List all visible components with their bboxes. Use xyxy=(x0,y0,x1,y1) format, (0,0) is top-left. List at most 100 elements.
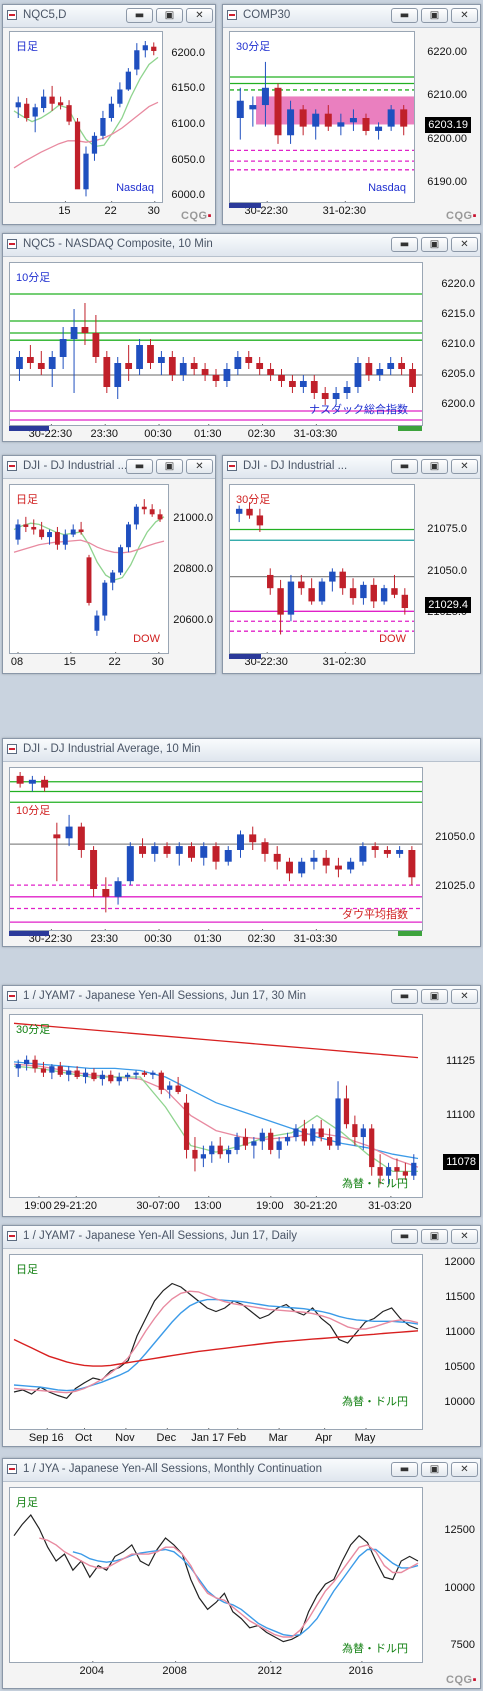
restore-button[interactable]: ▣ xyxy=(156,459,183,474)
y-tick-label: 12000 xyxy=(444,1255,475,1268)
candle-body xyxy=(226,1149,232,1155)
window-titlebar[interactable]: DJI - DJ Industrial ... ▬ ▣ ✕ xyxy=(3,456,215,479)
y-axis-labels: 21000.0 20800.0 20600.0 xyxy=(167,484,217,654)
restore-button[interactable]: ▣ xyxy=(421,459,448,474)
chart-window-dji-10min[interactable]: DJI - DJ Industrial Average, 10 Min 10分足… xyxy=(2,738,481,947)
chart-window-comp30[interactable]: COMP30 ▬ ▣ ✕ 30分足 Nasdaq 6220.00 6210.00 6… xyxy=(222,4,481,225)
x-tick-label: Jan 17 xyxy=(191,1432,225,1444)
chart-plot-area[interactable]: 30分足 Nasdaq xyxy=(229,31,415,203)
candle-body xyxy=(335,1098,341,1146)
x-tick-label: 01:30 xyxy=(193,933,222,945)
close-button[interactable]: ✕ xyxy=(451,1229,478,1244)
window-titlebar[interactable]: 1 / JYA - Japanese Yen-All Sessions, Mon… xyxy=(3,1459,480,1482)
x-tick-label: 31-02:30 xyxy=(322,205,367,217)
restore-button[interactable]: ▣ xyxy=(421,989,448,1004)
restore-button[interactable]: ▣ xyxy=(156,8,183,23)
chart-plot-area[interactable]: 30分足 為替・ドル円 xyxy=(9,1014,423,1198)
candle-body xyxy=(179,363,187,375)
candle-body xyxy=(65,826,73,839)
candle-body xyxy=(100,118,106,136)
chart-plot-area[interactable]: 10分足 ダウ平均指数 xyxy=(9,767,423,931)
close-button[interactable]: ✕ xyxy=(451,237,478,252)
chart-window-nqc5-daily[interactable]: NQC5,D ▬ ▣ ✕ 日足 Nasdaq 6200.0 6150.0 6100.… xyxy=(2,4,216,225)
restore-button[interactable]: ▣ xyxy=(421,237,448,252)
candle-body xyxy=(74,1070,80,1077)
minimize-button[interactable]: ▬ xyxy=(126,8,153,23)
y-tick-label: 11125 xyxy=(446,1054,475,1067)
candle-body xyxy=(377,1167,383,1176)
minimize-button[interactable]: ▬ xyxy=(126,459,153,474)
candle-body xyxy=(409,369,416,387)
candle-body xyxy=(209,1145,215,1155)
price-line xyxy=(13,1514,419,1643)
chart-window-jpy-30min[interactable]: 1 / JYAM7 - Japanese Yen-All Sessions, J… xyxy=(2,985,481,1217)
candle-body xyxy=(16,775,24,784)
close-button[interactable]: ✕ xyxy=(451,989,478,1004)
candle-body xyxy=(49,96,55,104)
y-tick-label: 21050.0 xyxy=(427,564,467,577)
restore-button[interactable]: ▣ xyxy=(421,1462,448,1477)
window-titlebar[interactable]: DJI - DJ Industrial Average, 10 Min xyxy=(3,739,480,762)
chart-plot-area[interactable]: 30分足 DOW xyxy=(229,484,415,654)
minimize-button[interactable]: ▬ xyxy=(391,237,418,252)
chart-plot-area[interactable]: 月足 為替・ドル円 xyxy=(9,1487,423,1663)
candle-body xyxy=(190,363,198,369)
y-tick-label: 6205.0 xyxy=(441,368,475,380)
window-titlebar[interactable]: 1 / JYAM7 - Japanese Yen-All Sessions, J… xyxy=(3,1226,480,1249)
chart-plot-area[interactable]: 10分足 ナスダック総合指数 xyxy=(9,262,423,426)
candle-body xyxy=(41,96,47,109)
window-titlebar[interactable]: 1 / JYAM7 - Japanese Yen-All Sessions, J… xyxy=(3,986,480,1009)
minimize-button[interactable]: ▬ xyxy=(391,1229,418,1244)
candle-body xyxy=(360,1128,366,1138)
close-button[interactable]: ✕ xyxy=(451,8,478,23)
candle-body xyxy=(62,534,68,545)
close-button[interactable]: ✕ xyxy=(186,459,213,474)
moving-average-line xyxy=(13,516,165,581)
window-titlebar[interactable]: NQC5,D ▬ ▣ ✕ xyxy=(3,5,215,28)
chart-window-icon xyxy=(7,1464,17,1474)
x-axis-labels: 15 22 30 xyxy=(9,203,163,219)
minimize-button[interactable]: ▬ xyxy=(391,1462,418,1477)
y-tick-label: 12500 xyxy=(444,1524,475,1537)
y-tick-label: 21000.0 xyxy=(173,512,213,525)
x-tick-label: 2004 xyxy=(79,1665,105,1677)
candle-body xyxy=(267,574,274,589)
session-bar xyxy=(398,931,422,936)
close-button[interactable]: ✕ xyxy=(451,459,478,474)
chart-window-dji-30min[interactable]: DJI - DJ Industrial ... ▬ ▣ ✕ 30分足 DOW 2… xyxy=(222,455,481,674)
chart-window-jpy-monthly[interactable]: 1 / JYA - Japanese Yen-All Sessions, Mon… xyxy=(2,1458,481,1689)
restore-button[interactable]: ▣ xyxy=(421,1229,448,1244)
candle-body xyxy=(139,846,147,854)
restore-button[interactable]: ▣ xyxy=(421,8,448,23)
minimize-button[interactable]: ▬ xyxy=(391,8,418,23)
candle-body xyxy=(401,594,409,609)
chart-svg xyxy=(230,502,414,653)
moving-average-line xyxy=(13,1298,419,1392)
chart-svg xyxy=(13,1514,419,1662)
chart-window-dji-daily[interactable]: DJI - DJ Industrial ... ▬ ▣ ✕ 日足 DOW 210… xyxy=(2,455,216,674)
chart-plot-area[interactable]: 日足 DOW xyxy=(9,484,169,654)
close-button[interactable]: ✕ xyxy=(451,1462,478,1477)
window-titlebar[interactable]: COMP30 ▬ ▣ ✕ xyxy=(223,5,480,28)
timeframe-label: 月足 xyxy=(16,1497,38,1509)
window-titlebar[interactable]: DJI - DJ Industrial ... ▬ ▣ ✕ xyxy=(223,456,480,479)
candle-body xyxy=(168,357,176,375)
chart-plot-area[interactable]: 日足 為替・ドル円 xyxy=(9,1254,423,1430)
candle-body xyxy=(259,1132,265,1142)
chart-window-jpy-daily[interactable]: 1 / JYAM7 - Japanese Yen-All Sessions, J… xyxy=(2,1225,481,1447)
y-tick-label: 6050.0 xyxy=(171,153,205,166)
chart-plot-area[interactable]: 日足 Nasdaq xyxy=(9,31,163,203)
close-button[interactable]: ✕ xyxy=(186,8,213,23)
candle-body xyxy=(242,1137,249,1146)
candle-body xyxy=(136,345,143,369)
minimize-button[interactable]: ▬ xyxy=(391,989,418,1004)
chart-window-nasdaq-10min[interactable]: NQC5 - NASDAQ Composite, 10 Min ▬ ▣ ✕ 10… xyxy=(2,233,481,442)
y-tick-label: 21050.0 xyxy=(435,831,475,844)
timeframe-label: 日足 xyxy=(16,41,38,53)
chart-svg xyxy=(13,40,159,202)
candle-body xyxy=(337,122,345,127)
candle-body xyxy=(298,861,306,874)
minimize-button[interactable]: ▬ xyxy=(391,459,418,474)
window-titlebar[interactable]: NQC5 - NASDAQ Composite, 10 Min ▬ ▣ ✕ xyxy=(3,234,480,257)
window-title: NQC5,D xyxy=(23,9,67,21)
